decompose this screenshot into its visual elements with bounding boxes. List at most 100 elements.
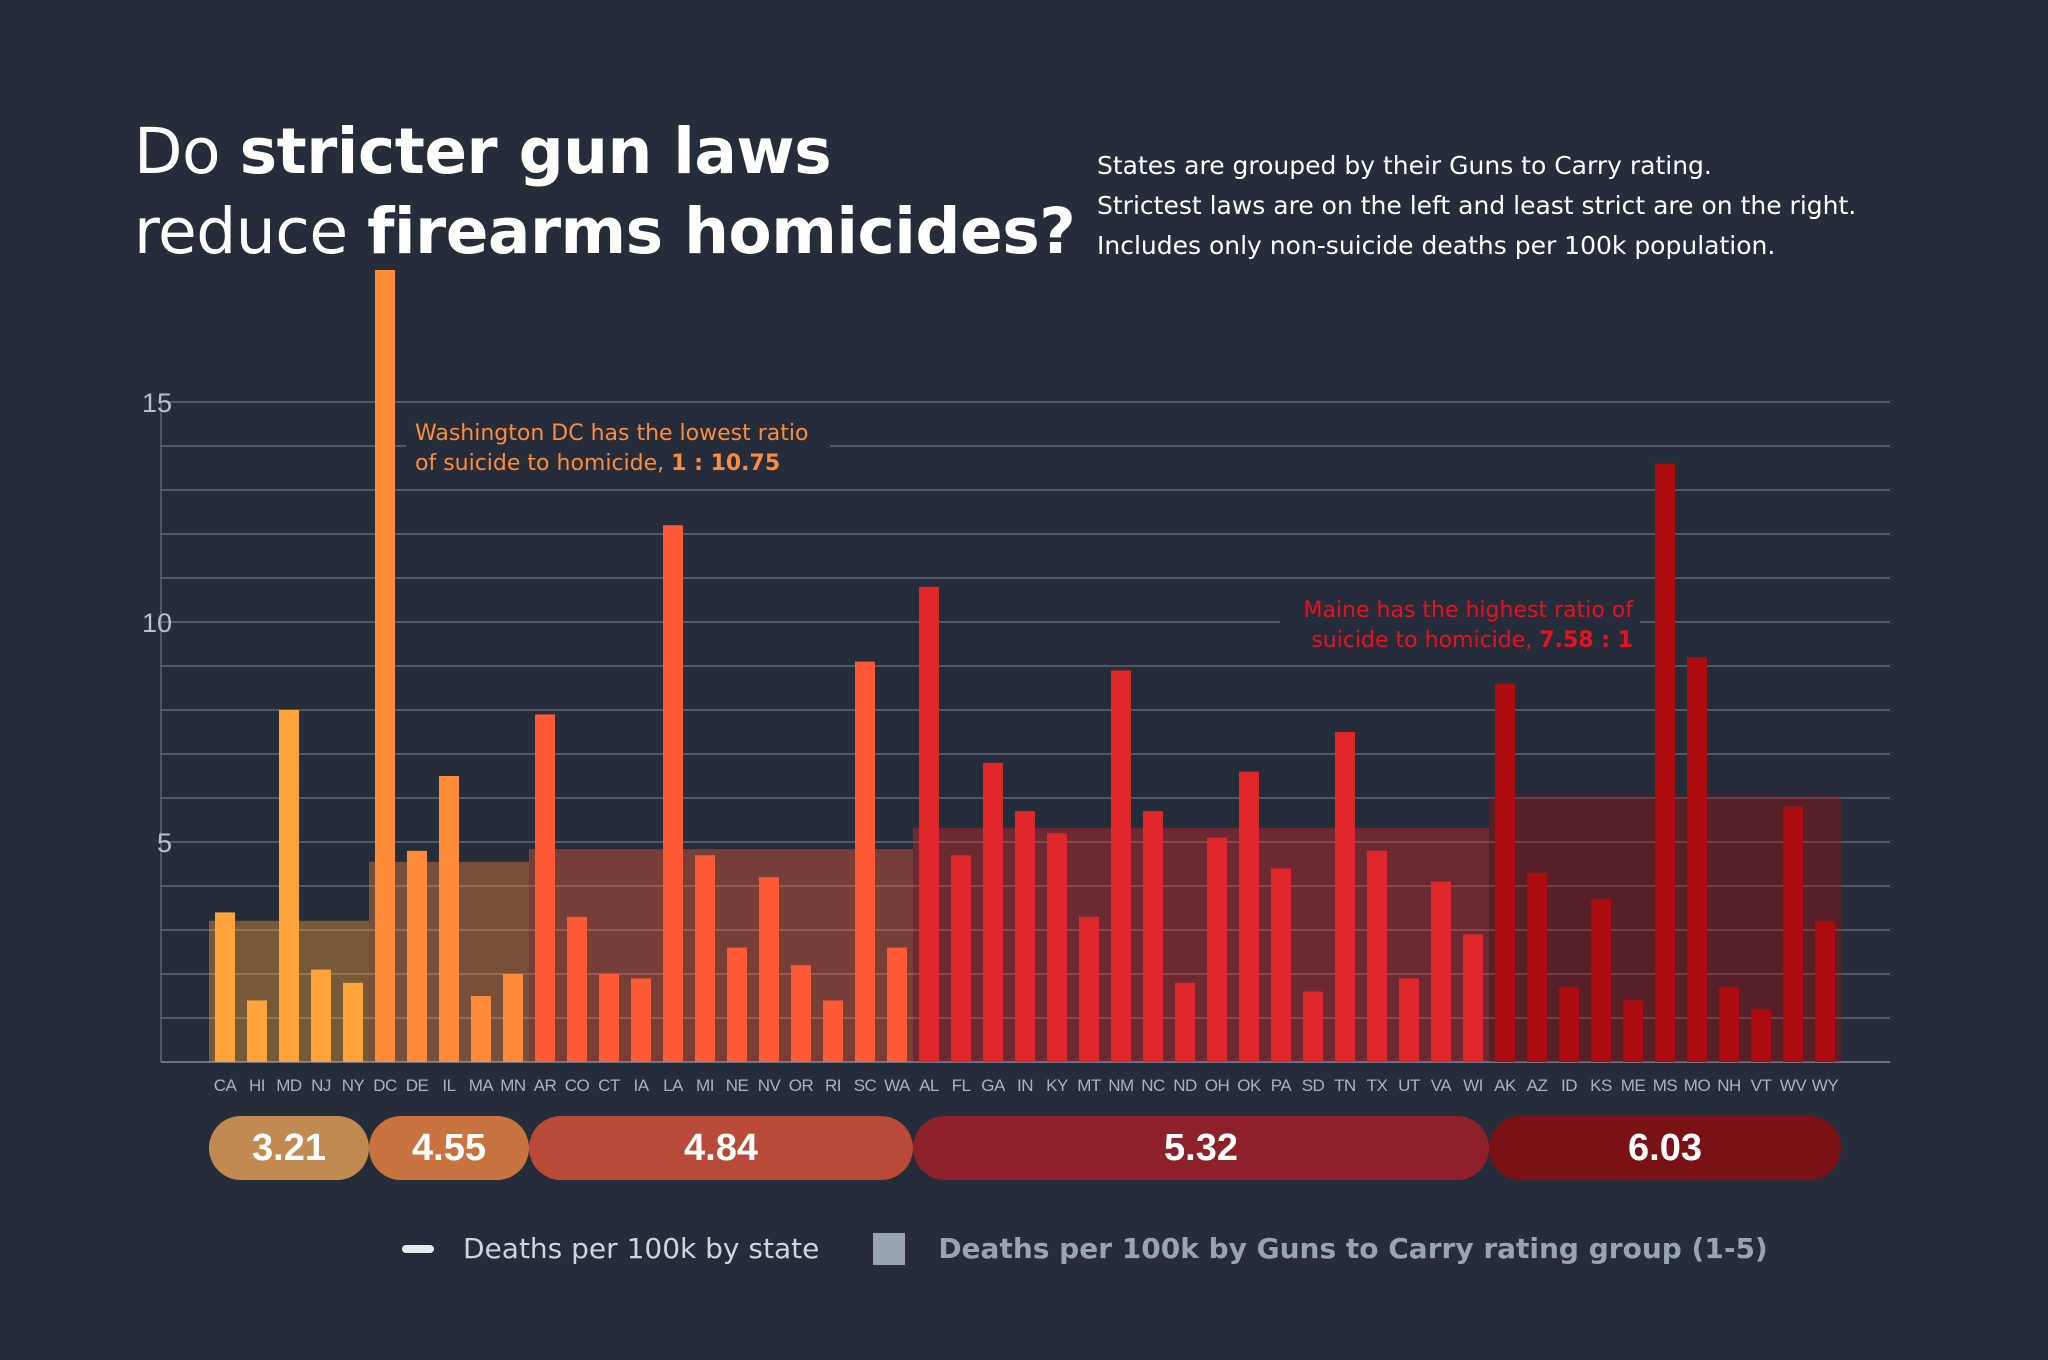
- bar-de: [407, 850, 427, 1062]
- bar-ak: [1495, 683, 1515, 1062]
- title-bold-2: firearms homicides?: [367, 195, 1076, 268]
- x-tick-label: AZ: [1527, 1076, 1548, 1095]
- group-pill-label: 5.32: [1164, 1127, 1238, 1169]
- bar-tn: [1335, 732, 1355, 1062]
- bar-or: [791, 965, 811, 1062]
- bar-nj: [311, 969, 331, 1062]
- x-tick-label: DE: [406, 1076, 429, 1095]
- bar-tx: [1367, 850, 1387, 1062]
- x-tick-label: WY: [1812, 1076, 1839, 1095]
- x-tick-label: NM: [1108, 1076, 1133, 1095]
- bar-nm: [1111, 670, 1131, 1062]
- legend-group-swatch: [873, 1232, 906, 1265]
- bar-al: [919, 586, 939, 1062]
- x-tick-label: WA: [884, 1076, 911, 1095]
- bar-ky: [1047, 833, 1067, 1062]
- group-pill: [209, 1116, 369, 1180]
- bar-ct: [599, 974, 619, 1062]
- bar-nv: [759, 877, 779, 1062]
- maine-annotation-ratio: 7.58 : 1: [1539, 628, 1633, 653]
- dc-annotation-ratio: 1 : 10.75: [671, 451, 780, 476]
- bar-dc: [375, 270, 395, 1062]
- bar-sd: [1303, 991, 1323, 1062]
- x-tick-label: MI: [696, 1076, 714, 1095]
- x-tick-label: IN: [1017, 1076, 1033, 1095]
- bar-wv: [1783, 806, 1803, 1062]
- x-tick-label: IL: [442, 1076, 455, 1095]
- x-tick-label: SC: [854, 1076, 877, 1095]
- bar-wy: [1815, 921, 1835, 1062]
- x-tick-label: OK: [1237, 1076, 1262, 1095]
- bar-ks: [1591, 899, 1611, 1062]
- bar-va: [1431, 881, 1451, 1062]
- x-tick-label: NH: [1717, 1076, 1741, 1095]
- subtitle-line: Strictest laws are on the left and least…: [1097, 191, 1857, 220]
- x-tick-label: FL: [952, 1076, 971, 1095]
- bar-la: [663, 525, 683, 1062]
- group-pill-label: 6.03: [1628, 1127, 1702, 1169]
- bar-ut: [1399, 978, 1419, 1062]
- bar-il: [439, 776, 459, 1062]
- x-tick-label: OH: [1205, 1076, 1230, 1095]
- group-pill-label: 3.21: [252, 1127, 326, 1169]
- chart-title: Do stricter gun laws reduce firearms hom…: [134, 112, 1076, 272]
- group-pill: [369, 1116, 529, 1180]
- x-tick-label: IA: [633, 1076, 649, 1095]
- bar-nd: [1175, 982, 1195, 1062]
- x-tick-label: CA: [214, 1076, 238, 1095]
- x-tick-label: TX: [1367, 1076, 1388, 1095]
- bar-mo: [1687, 657, 1707, 1062]
- x-tick-label: KS: [1590, 1076, 1612, 1095]
- legend-state-label: Deaths per 100k by state: [463, 1232, 820, 1265]
- x-tick-label: PA: [1271, 1076, 1293, 1095]
- bar-ms: [1655, 463, 1675, 1063]
- bar-mn: [503, 974, 523, 1062]
- group-pill: [913, 1116, 1489, 1180]
- maine-annotation-line2: suicide to homicide, 7.58 : 1: [1311, 628, 1633, 653]
- bar-nc: [1143, 811, 1163, 1062]
- bar-fl: [951, 855, 971, 1062]
- legend: Deaths per 100k by state Deaths per 100k…: [402, 1232, 1768, 1265]
- bar-ar: [535, 714, 555, 1062]
- legend-state-swatch: [402, 1244, 434, 1253]
- x-tick-label: ID: [1561, 1076, 1577, 1095]
- x-tick-label: NV: [758, 1076, 782, 1095]
- x-tick-label: LA: [663, 1076, 684, 1095]
- bar-ia: [631, 978, 651, 1062]
- group-pill-label: 4.55: [412, 1127, 486, 1169]
- bar-ma: [471, 996, 491, 1062]
- subtitle-line: States are grouped by their Guns to Carr…: [1097, 151, 1712, 180]
- bar-id: [1559, 987, 1579, 1062]
- x-tick-label: VA: [1431, 1076, 1453, 1095]
- bar-wi: [1463, 934, 1483, 1062]
- x-tick-label: OR: [789, 1076, 814, 1095]
- bar-co: [567, 916, 587, 1062]
- x-tick-label: NY: [342, 1076, 365, 1095]
- x-tick-label: GA: [981, 1076, 1006, 1095]
- title-bold-1: stricter gun laws: [239, 115, 832, 188]
- x-tick-label: TN: [1334, 1076, 1356, 1095]
- group-average-rect: [913, 827, 1489, 1062]
- dc-annotation-line2: of suicide to homicide, 1 : 10.75: [415, 451, 780, 476]
- group-pill: [1489, 1116, 1841, 1180]
- y-tick-label: 5: [157, 828, 172, 858]
- x-tick-label: MD: [276, 1076, 302, 1095]
- annotation-backdrop: [406, 412, 830, 484]
- title-text-2: reduce: [134, 195, 368, 268]
- chart-subtitle: States are grouped by their Guns to Carr…: [1097, 146, 1856, 266]
- bar-ne: [727, 947, 747, 1062]
- x-tick-label: AK: [1494, 1076, 1517, 1095]
- bar-oh: [1207, 837, 1227, 1062]
- x-tick-label: MO: [1684, 1076, 1711, 1095]
- x-tick-label: MA: [469, 1076, 495, 1095]
- bar-mt: [1079, 916, 1099, 1062]
- x-tick-label: ND: [1173, 1076, 1197, 1095]
- bar-sc: [855, 661, 875, 1062]
- bar-ga: [983, 762, 1003, 1062]
- bar-ny: [343, 982, 363, 1062]
- x-tick-label: WI: [1463, 1076, 1483, 1095]
- x-tick-label: KY: [1046, 1076, 1068, 1095]
- x-tick-label: ME: [1621, 1076, 1646, 1095]
